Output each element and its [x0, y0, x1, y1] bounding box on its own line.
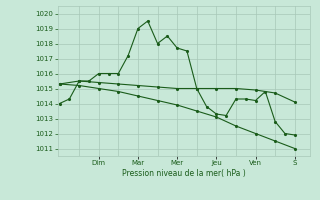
X-axis label: Pression niveau de la mer( hPa ): Pression niveau de la mer( hPa )	[122, 169, 246, 178]
